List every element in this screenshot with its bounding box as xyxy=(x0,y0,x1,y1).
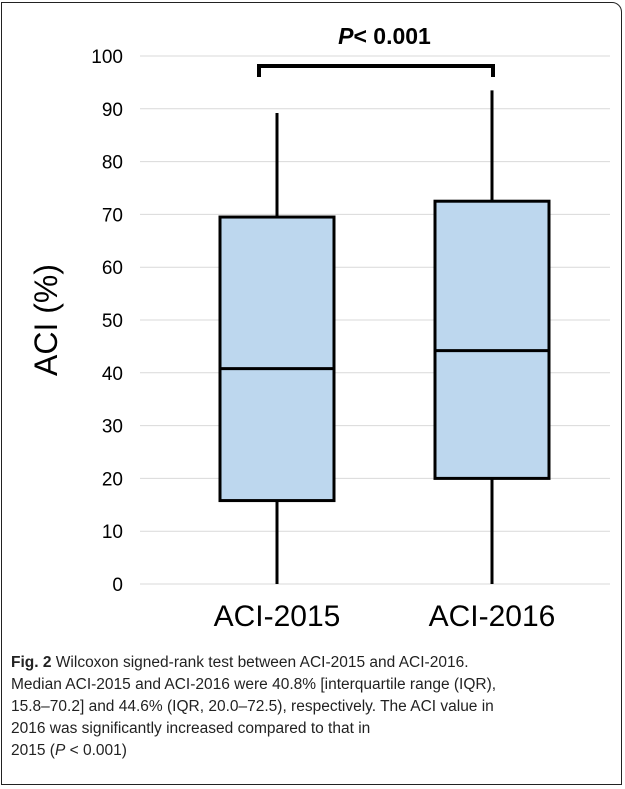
caption-line-4: 2016 was significantly increased compare… xyxy=(11,720,371,737)
significance-bracket-line xyxy=(257,64,495,77)
caption-line-5-pre: 2015 ( xyxy=(11,742,55,759)
x-tick-labels: ACI-2015 ACI-2016 xyxy=(214,600,556,633)
y-tick-0: 0 xyxy=(112,575,123,596)
y-tick-30: 30 xyxy=(102,417,123,438)
significance-label: P< 0.001 xyxy=(338,23,431,49)
x-label-aci-2015: ACI-2015 xyxy=(214,600,341,633)
y-tick-10: 10 xyxy=(102,522,123,543)
y-tick-70: 70 xyxy=(102,205,123,226)
caption-line-3: 15.8–70.2] and 44.6% (IQR, 20.0–72.5), r… xyxy=(11,698,494,715)
caption-line-1: Fig. 2 Wilcoxon signed-rank test between… xyxy=(11,652,611,674)
boxes xyxy=(218,90,551,584)
y-tick-100: 100 xyxy=(91,47,123,68)
box-aci-2015 xyxy=(218,215,336,503)
y-tick-labels: 0 10 20 30 40 50 60 70 80 90 100 xyxy=(91,47,123,596)
significance-p: P xyxy=(338,23,354,49)
caption-line-5: 2015 (P < 0.001) xyxy=(11,740,611,762)
significance-value: < 0.001 xyxy=(353,23,431,49)
y-tick-80: 80 xyxy=(102,153,123,174)
caption-text-1: Wilcoxon signed-rank test between ACI-20… xyxy=(55,654,469,671)
caption-line-5-p: P xyxy=(54,742,66,759)
y-tick-60: 60 xyxy=(102,258,123,279)
y-tick-40: 40 xyxy=(102,364,123,385)
figure-label: Fig. 2 xyxy=(11,654,52,671)
caption-line-2: Median ACI-2015 and ACI-2016 were 40.8% … xyxy=(11,676,497,693)
y-tick-90: 90 xyxy=(102,100,123,121)
x-label-aci-2016: ACI-2016 xyxy=(429,600,556,633)
figure-caption: Fig. 2 Wilcoxon signed-rank test between… xyxy=(11,652,611,762)
y-tick-50: 50 xyxy=(102,311,123,332)
caption-line-5-post: < 0.001) xyxy=(65,742,127,759)
box-aci-2016 xyxy=(433,199,551,480)
y-axis-label: ACI (%) xyxy=(28,264,64,376)
significance-bracket: P< 0.001 xyxy=(257,23,495,77)
y-tick-20: 20 xyxy=(102,469,123,490)
